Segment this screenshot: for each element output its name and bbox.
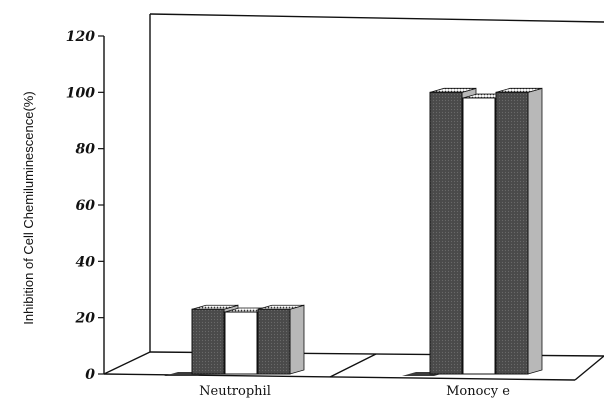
floor-right-edge: [574, 355, 604, 381]
floor-divider: [329, 353, 377, 378]
x-category-label: Neutrophil: [199, 384, 271, 399]
y-tick-label: 40: [76, 254, 96, 270]
bar: [224, 311, 258, 375]
bar: [257, 308, 291, 375]
y-tick-label: 20: [75, 311, 96, 327]
y-tick-label: 0: [85, 367, 95, 383]
y-tick-label: 80: [76, 142, 96, 158]
bar: [191, 308, 225, 375]
y-axis-label: Inhibition of Cell Chemiluminescence(%): [21, 91, 36, 324]
bars: [164, 87, 543, 376]
bar: [429, 91, 463, 375]
bar-side: [527, 87, 543, 375]
floor-left-edge: [103, 351, 151, 375]
y-axis-ticks: 0 20 40 60 80 100 120: [66, 29, 104, 383]
y-tick-label: 120: [66, 29, 95, 45]
y-tick-label: 60: [76, 198, 96, 214]
back-wall-top-edge: [149, 13, 604, 23]
bar: [495, 91, 529, 375]
y-tick-label: 100: [66, 85, 95, 101]
bar-side: [289, 304, 305, 375]
x-axis-categories: Neutrophil Monocy e: [199, 384, 510, 399]
x-category-label: Monocy e: [446, 384, 510, 399]
bar: [462, 97, 496, 375]
